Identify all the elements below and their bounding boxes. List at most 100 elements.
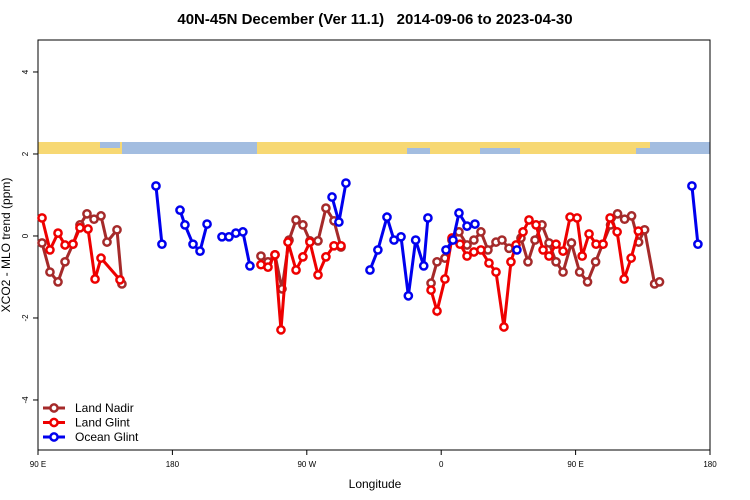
chart-title: 40N-45N December (Ver 11.1) 2014-09-06 t… xyxy=(177,11,572,28)
x-tick-label: 0 xyxy=(439,460,444,469)
data-point xyxy=(469,235,479,245)
x-tick-label: 90 W xyxy=(297,460,316,469)
data-point xyxy=(574,267,585,277)
data-point xyxy=(462,251,472,261)
plot-frame xyxy=(37,39,711,451)
data-point xyxy=(298,252,308,262)
data-point xyxy=(291,215,301,225)
data-point xyxy=(403,290,414,301)
data-point xyxy=(577,251,588,261)
data-point xyxy=(180,220,190,230)
data-point xyxy=(462,221,472,231)
land-ocean-strip xyxy=(38,142,710,154)
data-point xyxy=(90,274,100,284)
data-point xyxy=(373,245,383,255)
data-point xyxy=(245,261,255,271)
data-point xyxy=(484,258,494,268)
data-point xyxy=(426,285,436,295)
data-point xyxy=(37,238,47,248)
data-point xyxy=(440,274,450,284)
data-point xyxy=(538,245,548,255)
data-point xyxy=(523,256,533,267)
data-point xyxy=(188,239,198,250)
data-point xyxy=(341,178,351,188)
data-point xyxy=(270,249,280,260)
data-point xyxy=(551,239,561,250)
data-point xyxy=(454,208,464,218)
data-point xyxy=(53,277,63,287)
data-point xyxy=(476,245,486,255)
data-point xyxy=(566,238,577,248)
data-point xyxy=(558,267,568,277)
data-point xyxy=(68,239,78,250)
data-point xyxy=(291,265,301,275)
data-point xyxy=(45,267,55,277)
data-point xyxy=(238,227,248,237)
data-point xyxy=(151,181,161,191)
y-tick-label: -4 xyxy=(21,396,30,404)
legend-marker xyxy=(49,403,59,413)
data-point xyxy=(584,229,594,239)
data-point xyxy=(298,220,308,230)
data-point xyxy=(202,219,212,229)
data-point xyxy=(115,275,125,285)
data-point xyxy=(633,226,644,236)
data-point xyxy=(60,256,70,267)
legend-marker xyxy=(49,432,59,442)
data-point xyxy=(598,239,608,250)
data-point xyxy=(512,245,522,255)
y-axis-title: XCO2 - MLO trend (ppm) xyxy=(0,178,13,313)
data-point xyxy=(470,219,480,229)
data-point xyxy=(175,205,185,215)
data-point xyxy=(654,277,665,287)
data-point xyxy=(544,251,554,261)
data-point xyxy=(531,220,541,230)
data-point xyxy=(283,237,293,247)
data-point xyxy=(263,262,273,272)
data-point xyxy=(224,231,234,242)
data-point xyxy=(693,239,703,250)
data-point xyxy=(626,211,637,221)
data-point xyxy=(313,236,323,246)
x-tick-label: 90 E xyxy=(567,460,583,469)
data-point xyxy=(626,253,637,263)
y-tick-label: -2 xyxy=(21,314,30,322)
data-point xyxy=(96,211,106,221)
series-line xyxy=(40,213,640,330)
data-point xyxy=(423,213,433,223)
data-point xyxy=(687,181,697,191)
data-point xyxy=(448,235,458,245)
data-point xyxy=(37,213,47,223)
x-tick-label: 90 E xyxy=(30,460,46,469)
data-point xyxy=(497,235,507,245)
data-point xyxy=(313,270,323,280)
legend-label: Land Nadir xyxy=(75,401,134,415)
data-point xyxy=(321,203,331,213)
data-point xyxy=(418,261,429,271)
data-point xyxy=(321,252,331,262)
data-point xyxy=(96,253,106,263)
data-point xyxy=(396,231,406,242)
data-point xyxy=(506,256,516,267)
data-point xyxy=(619,274,629,284)
data-point xyxy=(441,245,451,255)
data-point xyxy=(524,215,534,225)
data-point xyxy=(582,277,593,287)
y-tick-label: 4 xyxy=(21,69,30,74)
data-point xyxy=(75,222,85,233)
data-point xyxy=(102,237,112,247)
data-point xyxy=(530,235,540,245)
data-point xyxy=(256,251,266,261)
data-point xyxy=(590,256,601,267)
series-line xyxy=(154,182,700,297)
x-axis-title: Longitude xyxy=(349,477,402,491)
data-point xyxy=(499,322,509,332)
data-point xyxy=(491,267,501,277)
data-point xyxy=(455,239,465,250)
legend-marker xyxy=(49,417,59,428)
data-point xyxy=(432,306,442,316)
data-point xyxy=(605,213,615,223)
data-point xyxy=(432,256,442,267)
